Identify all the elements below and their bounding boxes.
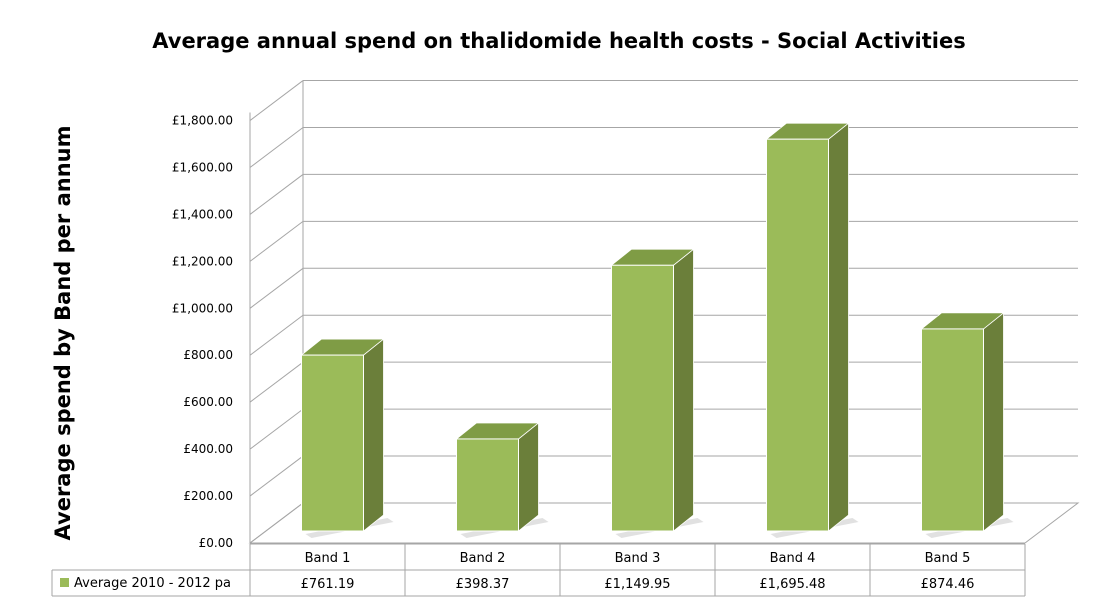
x-category-label: Band 3	[615, 551, 661, 566]
legend-label: Average 2010 - 2012 pa	[74, 576, 231, 591]
y-tick-label: £1,400.00	[172, 207, 233, 221]
data-value-label: £1,149.95	[604, 577, 670, 592]
bar	[301, 354, 364, 532]
bar	[611, 264, 674, 532]
gridline-side	[249, 455, 304, 497]
bar	[766, 138, 829, 532]
y-tick-label: £1,200.00	[172, 254, 233, 268]
legend-key	[60, 578, 69, 587]
y-tick-label: £600.00	[183, 395, 233, 409]
bar	[921, 328, 984, 532]
data-value-label: £398.37	[456, 577, 510, 592]
data-value-label: £1,695.48	[759, 577, 825, 592]
chart-title: Average annual spend on thalidomide heal…	[152, 29, 965, 53]
data-value-label: £874.46	[921, 577, 975, 592]
bar-side	[983, 312, 1004, 532]
y-tick-label: £1,800.00	[172, 114, 233, 128]
bar-side	[518, 422, 539, 532]
gridline-side	[249, 361, 304, 403]
gridline-side	[249, 127, 304, 168]
x-category-label: Band 5	[925, 551, 971, 566]
bar-side	[828, 122, 849, 532]
bar-side	[363, 338, 384, 532]
gridline-side	[249, 80, 304, 121]
data-value-label: £761.19	[301, 577, 355, 592]
bars	[300, 122, 1014, 538]
x-category-label: Band 2	[460, 551, 506, 566]
x-category-label: Band 1	[305, 551, 351, 566]
gridline-side	[249, 408, 304, 450]
data-table: Band 1 £761.19 Band 2 £398.37 Band 3 £1,149.9…	[51, 543, 1026, 597]
gridline-side	[249, 220, 304, 262]
y-tick-label: £1,000.00	[172, 301, 233, 315]
gridline-side	[249, 314, 304, 356]
y-tick-label: £200.00	[183, 489, 233, 503]
y-tick-label: £1,600.00	[172, 160, 233, 174]
y-tick-label: £800.00	[183, 348, 233, 362]
y-tick-label: £400.00	[183, 442, 233, 456]
y-axis-label: Average spend by Band per annum	[51, 126, 75, 541]
bar	[456, 438, 519, 532]
bar-side	[673, 248, 694, 532]
gridline-side	[249, 502, 304, 544]
y-axis-ticks: £0.00 £200.00 £400.00 £600.00 £800.00 £1,000.…	[172, 114, 233, 550]
gridline-side	[249, 267, 304, 309]
x-category-label: Band 4	[770, 551, 816, 566]
gridline-side	[249, 174, 304, 215]
y-tick-label: £0.00	[199, 536, 233, 550]
